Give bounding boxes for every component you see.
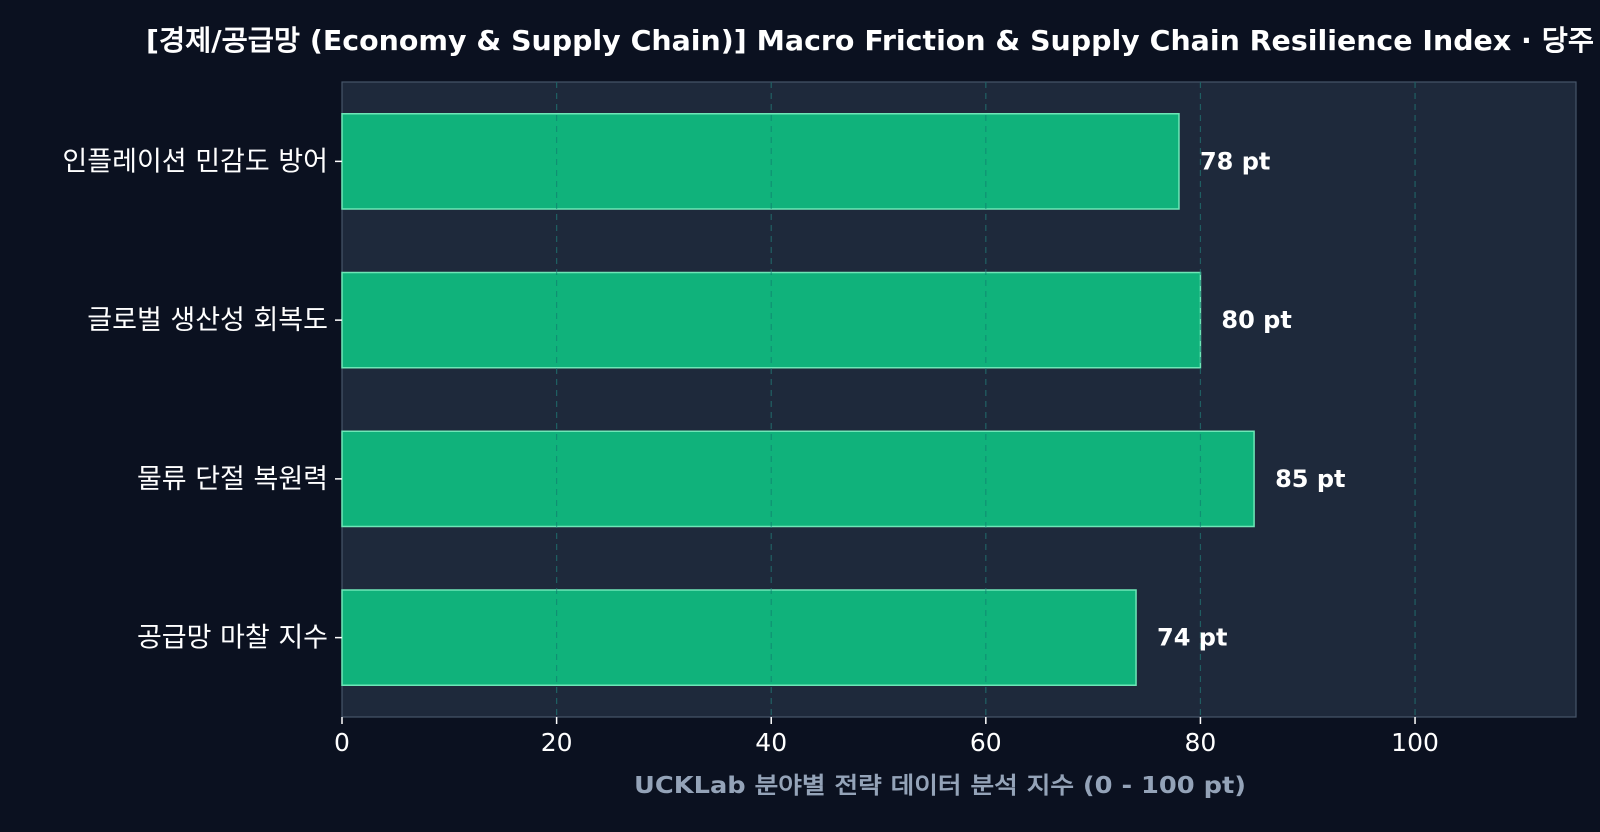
chart-title: [경제/공급망 (Economy & Supply Chain)] Macro … — [146, 24, 1594, 57]
x-tick-label-60: 60 — [970, 728, 1002, 757]
x-axis-label: UCKLab 분야별 전략 데이터 분석 지수 (0 - 100 pt) — [634, 773, 1246, 799]
value-label-3: 85 pt — [1275, 465, 1345, 493]
bar-2 — [341, 271, 1202, 369]
y-tick-label-3: 물류 단절 복원력 — [137, 464, 328, 495]
bar-3 — [341, 430, 1255, 528]
y-tick-label-2: 글로벌 생산성 회복도 — [87, 305, 328, 336]
x-tick-label-40: 40 — [755, 728, 787, 757]
value-labels: 78 pt 80 pt 85 pt 74 pt — [1157, 147, 1345, 651]
x-tick-label-20: 20 — [541, 728, 573, 757]
x-tick-label-80: 80 — [1185, 728, 1217, 757]
bar-4 — [341, 589, 1137, 686]
bars — [341, 113, 1255, 686]
x-tick-label-100: 100 — [1391, 728, 1439, 757]
value-label-2: 80 pt — [1221, 306, 1291, 334]
value-label-4: 74 pt — [1157, 624, 1227, 652]
y-tick-label-4: 공급망 마찰 지수 — [137, 623, 328, 654]
x-axis-ticks: 0 20 40 60 80 100 — [334, 717, 1439, 757]
x-tick-label-0: 0 — [334, 728, 350, 757]
grid-lines-over-bars — [556, 82, 1416, 717]
y-tick-label-1: 인플레이션 민감도 방어 — [62, 146, 328, 177]
value-label-1: 78 pt — [1200, 147, 1270, 175]
bar-1 — [341, 113, 1180, 210]
